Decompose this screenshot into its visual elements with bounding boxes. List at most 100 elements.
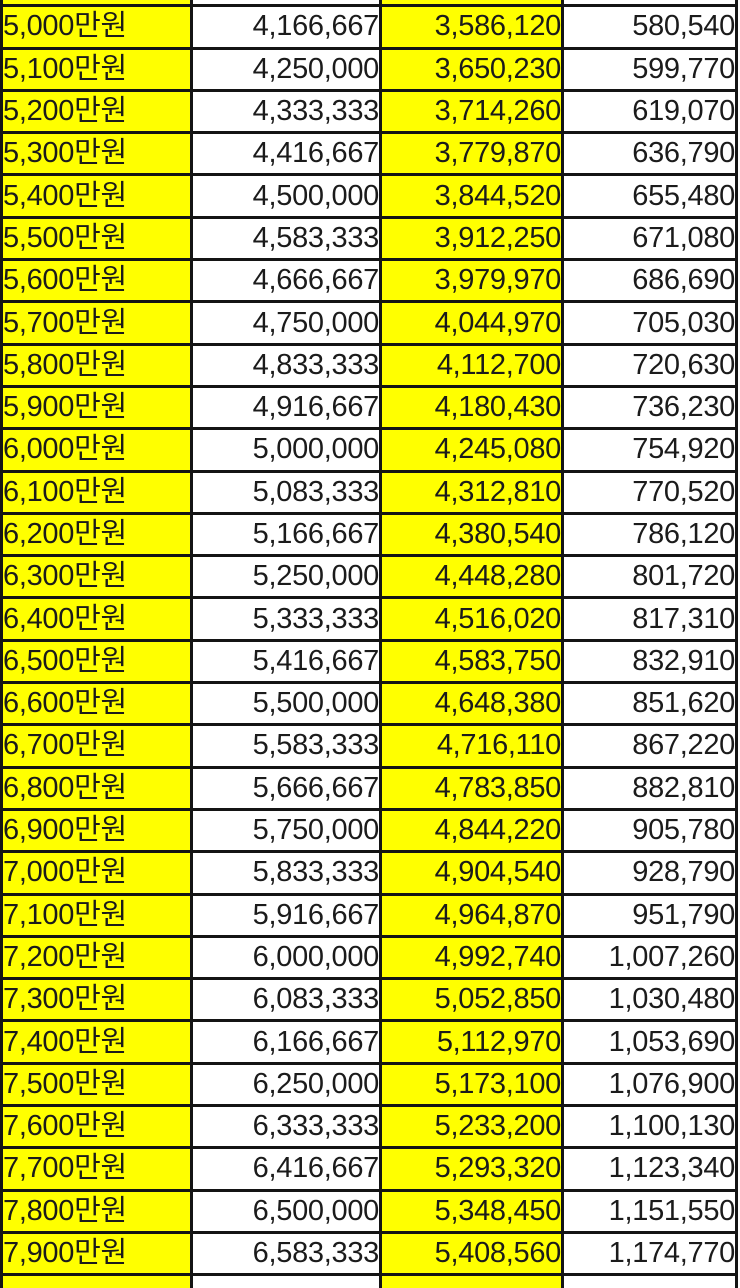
income-cell[interactable]: 6,600만원 <box>0 681 193 727</box>
income-cell[interactable]: 5,200만원 <box>0 88 193 135</box>
income-cell[interactable]: 5,700만원 <box>0 300 193 346</box>
income-cell[interactable]: 7,600만원 <box>0 1104 193 1150</box>
value-cell-col3[interactable]: 4,245,080 <box>379 427 564 473</box>
value-cell-col4[interactable]: 832,910 <box>561 638 738 685</box>
value-cell-col4[interactable]: 1,030,480 <box>561 977 738 1023</box>
value-cell-col2[interactable]: 4,666,667 <box>190 258 382 304</box>
income-cell[interactable]: 5,400만원 <box>0 173 193 219</box>
value-cell-col2[interactable]: 5,916,667 <box>190 892 382 938</box>
value-cell-col3[interactable]: 5,233,200 <box>379 1104 564 1150</box>
income-cell[interactable]: 6,800만원 <box>0 765 193 811</box>
value-cell-col3[interactable]: 3,844,520 <box>379 173 564 219</box>
value-cell-col4[interactable]: 867,220 <box>561 723 738 769</box>
value-cell-col3[interactable]: 3,714,260 <box>379 88 564 135</box>
value-cell-col4[interactable]: 720,630 <box>561 342 738 388</box>
value-cell-col4[interactable]: 754,920 <box>561 427 738 473</box>
value-cell-col4[interactable]: 580,540 <box>561 4 738 50</box>
value-cell-col4[interactable]: 599,770 <box>561 46 738 92</box>
value-cell-col4[interactable]: 851,620 <box>561 681 738 727</box>
value-cell-col2[interactable]: 6,000,000 <box>190 934 382 981</box>
value-cell-col2[interactable]: 5,166,667 <box>190 511 382 558</box>
value-cell-col4[interactable]: 655,480 <box>561 173 738 219</box>
income-cell[interactable]: 7,000만원 <box>0 850 193 896</box>
value-cell-col4[interactable]: 905,780 <box>561 807 738 854</box>
value-cell-col4[interactable]: 1,123,340 <box>561 1146 738 1192</box>
value-cell-col4[interactable]: 928,790 <box>561 850 738 896</box>
value-cell-col4[interactable] <box>561 0 738 8</box>
value-cell-col2[interactable]: 6,250,000 <box>190 1061 382 1108</box>
value-cell-col2[interactable]: 6,333,333 <box>190 1104 382 1150</box>
value-cell-col2[interactable]: 4,166,667 <box>190 4 382 50</box>
value-cell-col3[interactable]: 4,516,020 <box>379 596 564 642</box>
value-cell-col4[interactable]: 686,690 <box>561 258 738 304</box>
value-cell-col3[interactable]: 4,844,220 <box>379 807 564 854</box>
value-cell-col3[interactable]: 4,583,750 <box>379 638 564 685</box>
value-cell-col3[interactable]: 4,648,380 <box>379 681 564 727</box>
value-cell-col2[interactable]: 6,583,333 <box>190 1230 382 1277</box>
income-cell[interactable]: 7,500만원 <box>0 1061 193 1108</box>
value-cell-col2[interactable]: 5,833,333 <box>190 850 382 896</box>
income-cell[interactable]: 7,200만원 <box>0 934 193 981</box>
value-cell-col2[interactable]: 5,250,000 <box>190 554 382 600</box>
value-cell-col3[interactable]: 5,052,850 <box>379 977 564 1023</box>
value-cell-col4[interactable] <box>561 1273 738 1288</box>
income-cell[interactable]: 5,100만원 <box>0 46 193 92</box>
value-cell-col4[interactable]: 770,520 <box>561 469 738 515</box>
value-cell-col2[interactable] <box>190 1273 382 1288</box>
value-cell-col2[interactable]: 4,500,000 <box>190 173 382 219</box>
income-cell[interactable]: 6,000만원 <box>0 427 193 473</box>
income-cell[interactable]: 5,000만원 <box>0 4 193 50</box>
value-cell-col2[interactable]: 4,416,667 <box>190 131 382 177</box>
value-cell-col3[interactable]: 4,112,700 <box>379 342 564 388</box>
income-cell[interactable]: 6,200만원 <box>0 511 193 558</box>
value-cell-col2[interactable]: 4,750,000 <box>190 300 382 346</box>
value-cell-col3[interactable]: 4,904,540 <box>379 850 564 896</box>
income-cell[interactable]: 6,300만원 <box>0 554 193 600</box>
income-cell[interactable]: 7,900만원 <box>0 1230 193 1277</box>
value-cell-col3[interactable]: 4,044,970 <box>379 300 564 346</box>
value-cell-col3[interactable]: 5,112,970 <box>379 1019 564 1065</box>
value-cell-col3[interactable]: 3,912,250 <box>379 215 564 262</box>
value-cell-col4[interactable]: 786,120 <box>561 511 738 558</box>
income-cell[interactable]: 5,900만원 <box>0 384 193 431</box>
value-cell-col4[interactable]: 736,230 <box>561 384 738 431</box>
value-cell-col3[interactable]: 5,173,100 <box>379 1061 564 1108</box>
income-cell[interactable]: 7,400만원 <box>0 1019 193 1065</box>
income-cell[interactable]: 6,100만원 <box>0 469 193 515</box>
income-cell[interactable] <box>0 1273 193 1288</box>
value-cell-col3[interactable]: 4,380,540 <box>379 511 564 558</box>
value-cell-col3[interactable]: 4,312,810 <box>379 469 564 515</box>
value-cell-col3[interactable] <box>379 0 564 8</box>
value-cell-col4[interactable]: 671,080 <box>561 215 738 262</box>
value-cell-col2[interactable]: 5,583,333 <box>190 723 382 769</box>
income-cell[interactable]: 5,300만원 <box>0 131 193 177</box>
income-cell[interactable]: 6,400만원 <box>0 596 193 642</box>
value-cell-col4[interactable]: 619,070 <box>561 88 738 135</box>
value-cell-col3[interactable]: 5,293,320 <box>379 1146 564 1192</box>
value-cell-col2[interactable]: 6,083,333 <box>190 977 382 1023</box>
value-cell-col3[interactable]: 3,779,870 <box>379 131 564 177</box>
value-cell-col2[interactable]: 5,333,333 <box>190 596 382 642</box>
value-cell-col4[interactable]: 882,810 <box>561 765 738 811</box>
income-cell[interactable] <box>0 0 193 8</box>
value-cell-col4[interactable]: 801,720 <box>561 554 738 600</box>
income-cell[interactable]: 5,500만원 <box>0 215 193 262</box>
value-cell-col2[interactable]: 4,583,333 <box>190 215 382 262</box>
value-cell-col2[interactable]: 6,500,000 <box>190 1188 382 1234</box>
value-cell-col4[interactable]: 817,310 <box>561 596 738 642</box>
value-cell-col3[interactable]: 4,448,280 <box>379 554 564 600</box>
value-cell-col3[interactable]: 4,716,110 <box>379 723 564 769</box>
value-cell-col4[interactable]: 1,007,260 <box>561 934 738 981</box>
value-cell-col2[interactable]: 5,666,667 <box>190 765 382 811</box>
income-cell[interactable]: 6,700만원 <box>0 723 193 769</box>
income-cell[interactable]: 6,900만원 <box>0 807 193 854</box>
value-cell-col3[interactable]: 4,783,850 <box>379 765 564 811</box>
value-cell-col2[interactable]: 5,500,000 <box>190 681 382 727</box>
value-cell-col3[interactable]: 3,650,230 <box>379 46 564 92</box>
value-cell-col3[interactable]: 3,586,120 <box>379 4 564 50</box>
income-cell[interactable]: 7,300만원 <box>0 977 193 1023</box>
income-cell[interactable]: 7,100만원 <box>0 892 193 938</box>
value-cell-col2[interactable]: 5,083,333 <box>190 469 382 515</box>
value-cell-col3[interactable]: 4,964,870 <box>379 892 564 938</box>
value-cell-col2[interactable] <box>190 0 382 8</box>
